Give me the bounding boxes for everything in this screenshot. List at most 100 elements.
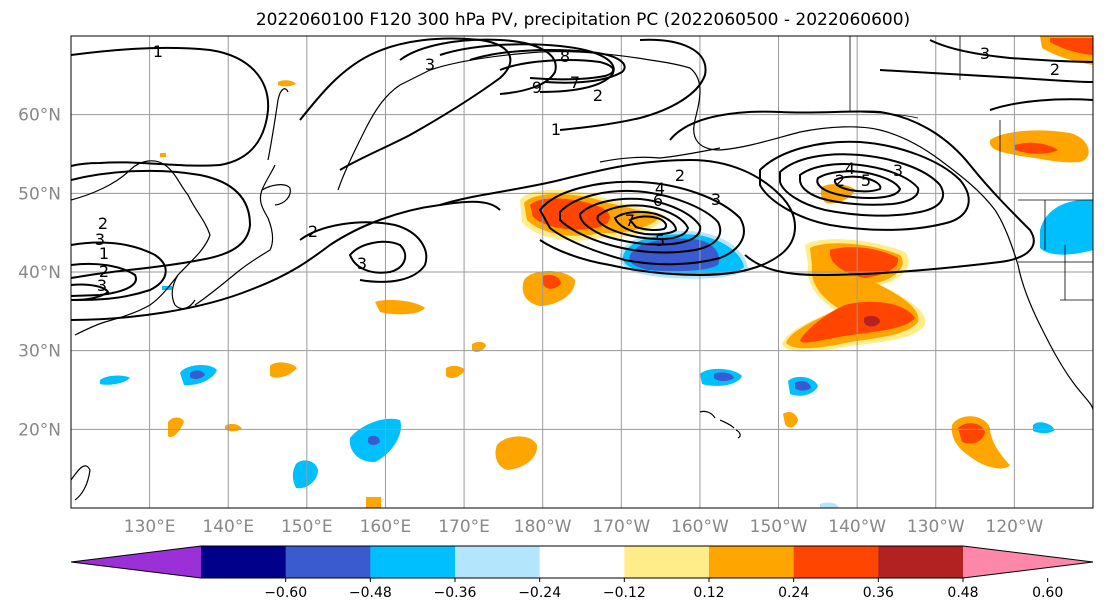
pv-contour (628, 215, 668, 232)
pv-contour (779, 153, 945, 217)
pv-contour-label: 2 (835, 171, 845, 190)
precip-positive-region (958, 423, 985, 444)
lat-tick-label: 40°N (18, 263, 61, 283)
pv-contour (989, 98, 1093, 111)
precip-positive-region (472, 341, 486, 353)
colorbar-tick-label: 0.60 (1032, 585, 1063, 601)
border-us-states (1018, 200, 1093, 301)
pv-contour-label: 5 (861, 171, 871, 190)
precip-negative-region (820, 502, 838, 508)
pv-contour-label: 3 (711, 190, 721, 209)
lon-tick-label: 150°W (750, 517, 808, 537)
precip-positive-region (495, 436, 538, 470)
pv-contour-label: 1 (551, 120, 561, 139)
colorbar-tick-label: −0.12 (603, 585, 646, 601)
pv-contour-label: 4 (845, 159, 855, 178)
pv-contour-label: 2 (98, 214, 108, 233)
pv-contour (299, 221, 428, 283)
pv-contour (71, 241, 167, 301)
precip-negative-region (190, 370, 205, 380)
lon-tick-label: 130°E (124, 517, 176, 537)
precip-positive-region (366, 497, 381, 508)
precip-negative-region (368, 435, 380, 445)
pv-contour (71, 169, 252, 279)
pv-contour-label: 7 (625, 211, 635, 230)
lon-tick-label: 170°E (438, 517, 490, 537)
lon-tick-label: 180°W (514, 517, 572, 537)
precip-negative-region (795, 380, 811, 391)
pv-contour (879, 69, 1093, 83)
pv-contour (559, 38, 707, 131)
colorbar-tick-label: 0.24 (778, 585, 809, 601)
map-content: 1 2 3 8 7 9 2 1 3 2 1 2 3 2 3 4 6 7 5 2 … (71, 36, 1093, 508)
figure-title: 2022060100 F120 300 hPa PV, precipitatio… (256, 10, 910, 30)
pv-contour (833, 175, 882, 193)
coastline-alaska (689, 67, 996, 211)
lat-tick-label: 60°N (18, 106, 61, 126)
coastline-philippines (71, 465, 91, 501)
lon-tick-label: 160°E (360, 517, 412, 537)
pv-contour (578, 197, 702, 246)
pv-contour (799, 163, 920, 206)
pv-contour-label: 2 (1050, 60, 1060, 79)
latitude-labels: 60°N 50°N 40°N 30°N 20°N (18, 106, 61, 441)
precip-positive-region (783, 412, 798, 428)
colorbar-tick-label: −0.48 (349, 585, 392, 601)
lon-tick-label: 140°E (202, 517, 254, 537)
pv-contour-label: 3 (980, 44, 990, 63)
longitude-labels: 130°E 140°E 150°E 160°E 170°E 180°W 170°W 160°W… (124, 517, 1044, 537)
precip-positive-region (160, 153, 166, 157)
coastline-kamchatka (337, 69, 431, 191)
precip-negative-region (1033, 422, 1055, 434)
pv-contour-labels: 1 2 3 8 7 9 2 1 3 2 1 2 3 2 3 4 6 7 5 2 … (95, 42, 1060, 295)
coastline-sakhalin (267, 88, 289, 161)
colorbar-extend-high (963, 546, 1093, 578)
precip-positive-region (864, 315, 880, 327)
precip-negative-region (1040, 199, 1093, 255)
colorbar-segment (201, 546, 287, 578)
coastline-japan (194, 164, 276, 306)
colorbar-segment (370, 546, 456, 578)
precip-positive-region (1050, 38, 1093, 55)
pv-contour (499, 59, 615, 81)
precip-positive-region (1015, 142, 1058, 154)
colorbar-tick-label: 0.36 (863, 585, 894, 601)
colorbar-segment (709, 546, 795, 578)
pv-contour (399, 38, 557, 95)
colorbar-segment (624, 546, 710, 578)
lon-tick-label: 160°W (671, 517, 729, 537)
colorbar-extend-low (71, 546, 201, 578)
pv-contour-label: 2 (308, 222, 318, 241)
pv-contours (71, 37, 1093, 321)
pv-contour (669, 110, 1035, 277)
colorbar-segment (455, 546, 541, 578)
pv-contour-label: 2 (99, 262, 109, 281)
colorbar-segment (793, 546, 879, 578)
pv-contour (538, 180, 745, 266)
precip-positive-region (278, 80, 296, 87)
lat-tick-label: 30°N (18, 342, 61, 362)
pv-contour (439, 158, 796, 277)
pv-contour (929, 39, 1093, 63)
pv-contour (71, 46, 270, 167)
pv-contour-label: 4 (655, 179, 665, 198)
pv-contour (613, 210, 678, 236)
precip-positive-region (446, 365, 465, 378)
lat-tick-label: 20°N (18, 420, 61, 440)
colorbar (70, 545, 1094, 582)
pv-contour-label: 3 (95, 230, 105, 249)
precip-negative-region (714, 372, 734, 381)
map-frame (70, 35, 1094, 509)
lon-tick-label: 140°W (828, 517, 886, 537)
pv-contour-label: 9 (532, 78, 542, 97)
precip-positive-region (830, 247, 899, 278)
coastline-hokkaido (261, 184, 291, 206)
precip-positive-region (543, 274, 561, 289)
coastline-korea (171, 274, 196, 310)
pv-contour (71, 262, 137, 297)
pv-contour (71, 200, 501, 321)
precip-positive-region (375, 300, 425, 315)
colorbar-segment (539, 546, 625, 578)
colorbar-tick-label: −0.36 (434, 585, 477, 601)
